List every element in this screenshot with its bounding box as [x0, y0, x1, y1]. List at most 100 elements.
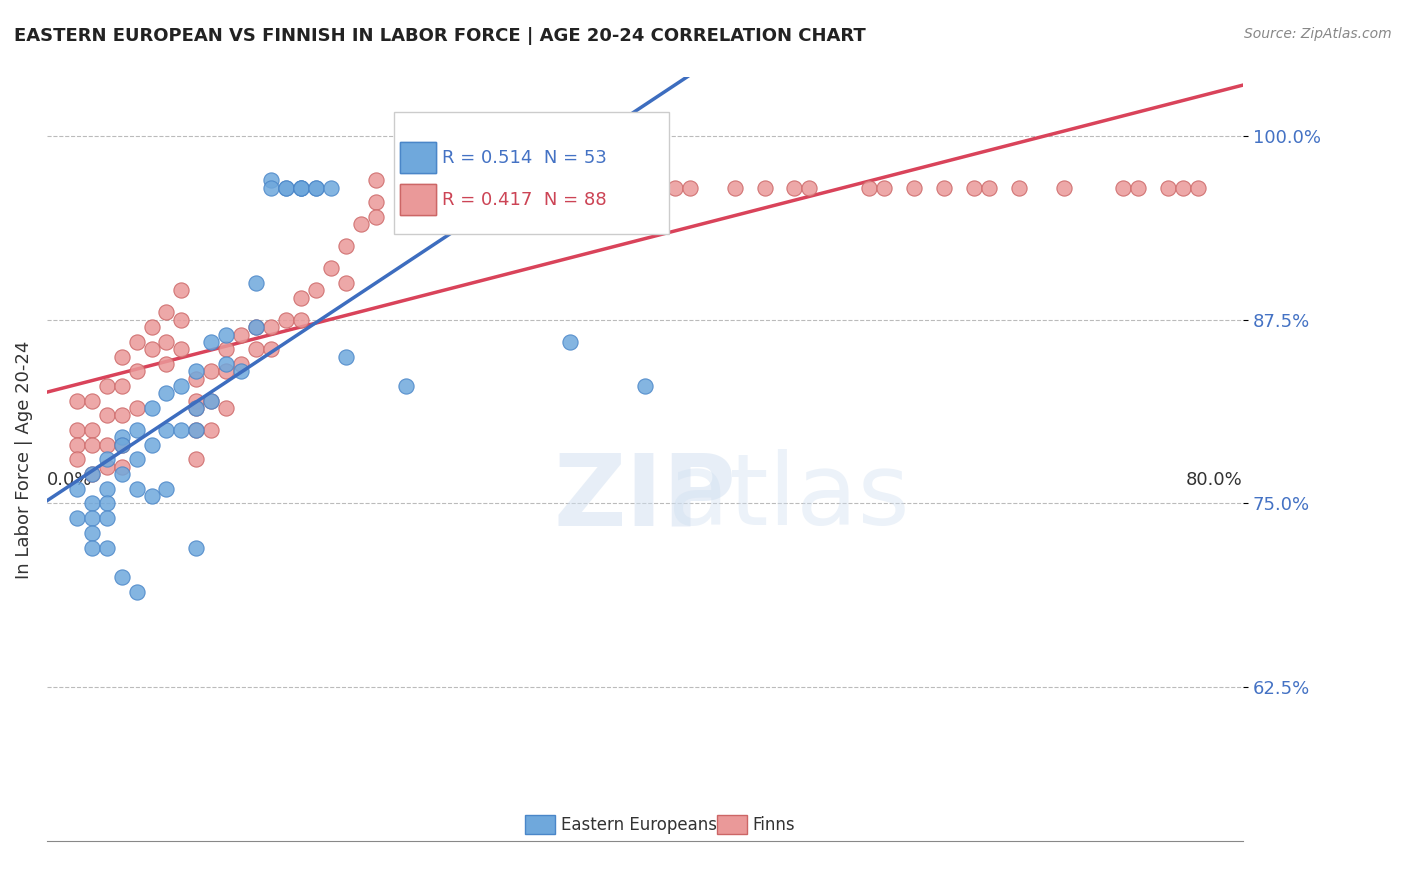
- Point: [111, 350, 134, 364]
- Point: [155, 305, 177, 319]
- Point: [335, 276, 357, 290]
- Point: [215, 342, 238, 356]
- Point: [364, 195, 387, 210]
- Point: [111, 409, 134, 423]
- Text: EASTERN EUROPEAN VS FINNISH IN LABOR FORCE | AGE 20-24 CORRELATION CHART: EASTERN EUROPEAN VS FINNISH IN LABOR FOR…: [14, 27, 866, 45]
- Point: [170, 313, 193, 327]
- Point: [319, 180, 342, 194]
- Point: [260, 180, 283, 194]
- Point: [111, 438, 134, 452]
- Point: [215, 364, 238, 378]
- Point: [1112, 180, 1135, 194]
- Point: [274, 180, 297, 194]
- Point: [290, 180, 312, 194]
- Point: [648, 180, 671, 194]
- Point: [66, 393, 89, 408]
- Point: [245, 320, 267, 334]
- Point: [439, 180, 461, 194]
- Point: [364, 173, 387, 187]
- Point: [155, 386, 177, 401]
- Point: [200, 393, 222, 408]
- Point: [186, 401, 208, 415]
- Point: [125, 364, 148, 378]
- Point: [66, 423, 89, 437]
- Text: ZIP: ZIP: [554, 449, 737, 546]
- Text: Finns: Finns: [752, 815, 796, 833]
- Point: [111, 570, 134, 584]
- Text: Source: ZipAtlas.com: Source: ZipAtlas.com: [1244, 27, 1392, 41]
- Point: [186, 452, 208, 467]
- Point: [125, 482, 148, 496]
- Text: Eastern Europeans: Eastern Europeans: [561, 815, 717, 833]
- Point: [96, 482, 118, 496]
- Point: [155, 357, 177, 371]
- Point: [245, 342, 267, 356]
- Point: [186, 371, 208, 385]
- Point: [290, 291, 312, 305]
- Point: [141, 342, 163, 356]
- Point: [80, 496, 103, 510]
- FancyBboxPatch shape: [526, 814, 555, 834]
- Point: [589, 180, 612, 194]
- Point: [141, 401, 163, 415]
- Point: [231, 364, 253, 378]
- Point: [96, 511, 118, 525]
- Point: [155, 334, 177, 349]
- Point: [977, 180, 1000, 194]
- Point: [155, 423, 177, 437]
- Point: [170, 284, 193, 298]
- Point: [574, 180, 596, 194]
- Point: [1008, 180, 1031, 194]
- Point: [290, 313, 312, 327]
- Point: [170, 342, 193, 356]
- Point: [111, 430, 134, 444]
- Point: [245, 320, 267, 334]
- Point: [515, 180, 537, 194]
- Y-axis label: In Labor Force | Age 20-24: In Labor Force | Age 20-24: [15, 340, 32, 579]
- Point: [799, 180, 821, 194]
- Point: [141, 489, 163, 503]
- Point: [544, 180, 567, 194]
- FancyBboxPatch shape: [399, 185, 436, 215]
- Text: R = 0.514  N = 53: R = 0.514 N = 53: [441, 149, 606, 167]
- Point: [66, 438, 89, 452]
- Point: [80, 525, 103, 540]
- Point: [932, 180, 955, 194]
- Point: [125, 334, 148, 349]
- Point: [80, 423, 103, 437]
- Point: [111, 438, 134, 452]
- FancyBboxPatch shape: [394, 112, 669, 234]
- Point: [141, 438, 163, 452]
- Point: [111, 459, 134, 474]
- Point: [305, 180, 328, 194]
- Point: [290, 180, 312, 194]
- Point: [679, 180, 702, 194]
- Text: R = 0.417  N = 88: R = 0.417 N = 88: [441, 191, 606, 209]
- Point: [724, 180, 747, 194]
- Text: atlas: atlas: [668, 449, 910, 546]
- Text: 0.0%: 0.0%: [46, 471, 93, 489]
- Point: [305, 284, 328, 298]
- Point: [200, 334, 222, 349]
- Point: [603, 180, 626, 194]
- Point: [170, 423, 193, 437]
- Point: [96, 409, 118, 423]
- Point: [125, 452, 148, 467]
- FancyBboxPatch shape: [399, 185, 436, 215]
- Point: [200, 364, 222, 378]
- Point: [260, 173, 283, 187]
- Point: [274, 313, 297, 327]
- Point: [274, 180, 297, 194]
- FancyBboxPatch shape: [717, 814, 747, 834]
- Point: [125, 401, 148, 415]
- Point: [80, 393, 103, 408]
- Point: [1157, 180, 1180, 194]
- Point: [903, 180, 925, 194]
- Point: [186, 364, 208, 378]
- Point: [1128, 180, 1150, 194]
- FancyBboxPatch shape: [399, 143, 436, 173]
- Point: [409, 173, 432, 187]
- Point: [664, 180, 686, 194]
- Point: [783, 180, 806, 194]
- Point: [125, 584, 148, 599]
